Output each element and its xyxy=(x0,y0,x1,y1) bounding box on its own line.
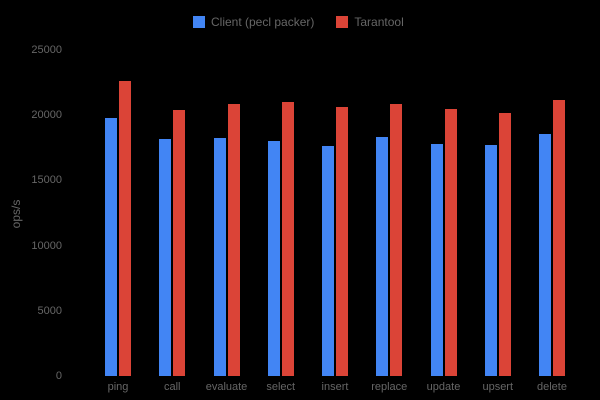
bar-replace-client xyxy=(376,137,389,376)
y-axis-title: ops/s xyxy=(9,199,23,229)
legend-swatch-client xyxy=(193,16,205,28)
bar-evaluate-client xyxy=(213,138,226,376)
x-category-label: upsert xyxy=(482,381,514,393)
bar-delete-client xyxy=(539,134,551,376)
bar-call-tarantool xyxy=(173,109,186,376)
legend-label-client: Client (pecl packer) xyxy=(211,15,315,29)
y-tick-label: 0 xyxy=(55,370,62,382)
bar-insert-client xyxy=(322,145,334,376)
y-tick-label: 10000 xyxy=(31,239,62,252)
x-category-label: ping xyxy=(107,381,129,393)
bar-upsert-client xyxy=(484,145,497,376)
y-tick-label: 15000 xyxy=(31,174,62,187)
bar-select-tarantool xyxy=(281,102,294,376)
legend-item-client: Client (pecl packer) xyxy=(193,15,314,29)
x-category-label: select xyxy=(266,381,296,393)
x-category-label: replace xyxy=(371,381,408,393)
bar-evaluate-tarantool xyxy=(227,104,240,376)
bar-call-client xyxy=(159,138,172,376)
bar-ping-client xyxy=(105,117,117,376)
bar-update-tarantool xyxy=(444,108,457,376)
bar-replace-tarantool xyxy=(390,104,403,376)
legend-label-tarantool: Tarantool xyxy=(354,15,404,29)
legend-item-tarantool: Tarantool xyxy=(336,15,404,29)
x-category-label: delete xyxy=(537,381,567,393)
x-category-label: insert xyxy=(321,381,349,393)
bar-insert-tarantool xyxy=(336,106,348,376)
x-category-label: update xyxy=(426,381,461,393)
y-tick-label: 5000 xyxy=(37,304,62,317)
bar-update-client xyxy=(430,143,443,376)
x-category-label: evaluate xyxy=(205,381,248,393)
bar-ping-tarantool xyxy=(119,80,131,376)
legend: Client (pecl packer) Tarantool xyxy=(193,15,404,29)
bar-upsert-tarantool xyxy=(498,113,511,376)
x-category-label: call xyxy=(163,381,181,393)
y-tick-label: 20000 xyxy=(31,109,62,122)
bar-delete-tarantool xyxy=(553,100,565,376)
bar-select-client xyxy=(267,141,280,376)
y-tick-label: 25000 xyxy=(31,44,62,56)
legend-swatch-tarantool xyxy=(336,16,349,28)
